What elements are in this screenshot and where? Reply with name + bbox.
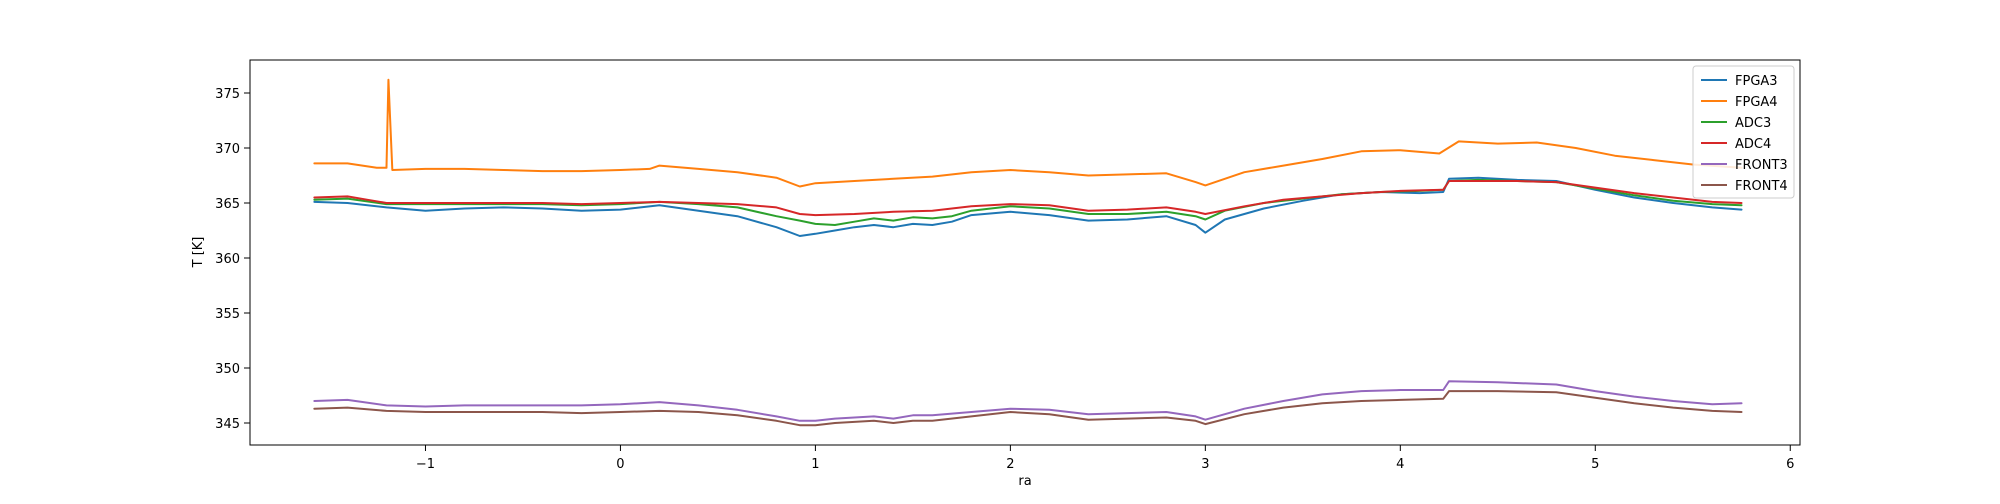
legend-label-fpga3: FPGA3 — [1735, 74, 1778, 89]
plot-background — [250, 60, 1800, 445]
y-tick-label: 365 — [215, 197, 240, 212]
x-tick-label: 3 — [1201, 457, 1209, 472]
legend-label-adc3: ADC3 — [1735, 116, 1771, 131]
plot-frame — [249, 59, 1801, 446]
x-tick-label: 1 — [811, 457, 819, 472]
x-tick-label: 2 — [1006, 457, 1014, 472]
x-axis-label: ra — [1018, 474, 1031, 489]
x-tick-label: −1 — [416, 457, 435, 472]
y-tick-label: 355 — [215, 307, 240, 322]
y-tick-label: 370 — [215, 142, 240, 157]
x-tick-label: 4 — [1396, 457, 1404, 472]
x-tick-label: 0 — [616, 457, 624, 472]
y-tick-label: 375 — [215, 87, 240, 102]
x-axis-ticks: −1 0 1 2 3 4 5 6 — [416, 445, 1794, 472]
series-line-adc4 — [313, 180, 1743, 217]
series-line-front3 — [313, 380, 1743, 422]
y-axis-ticks: 345 350 355 360 365 370 375 — [215, 87, 250, 432]
legend-label-adc4: ADC4 — [1735, 137, 1771, 152]
series-line-fpga4 — [313, 78, 1743, 188]
y-tick-label: 345 — [215, 417, 240, 432]
series-layer — [313, 78, 1743, 427]
legend-label-front4: FRONT4 — [1735, 179, 1788, 194]
y-tick-label: 350 — [215, 362, 240, 377]
legend-label-front3: FRONT3 — [1735, 158, 1788, 173]
y-axis-label: T [K] — [191, 237, 206, 269]
x-tick-label: 6 — [1786, 457, 1794, 472]
legend: FPGA3 FPGA4 ADC3 ADC4 FRONT3 FRONT4 — [1692, 65, 1795, 199]
legend-label-fpga4: FPGA4 — [1735, 95, 1778, 110]
series-line-fpga3 — [313, 176, 1743, 237]
x-tick-label: 5 — [1591, 457, 1599, 472]
y-tick-label: 360 — [215, 252, 240, 267]
series-line-front4 — [313, 390, 1743, 427]
